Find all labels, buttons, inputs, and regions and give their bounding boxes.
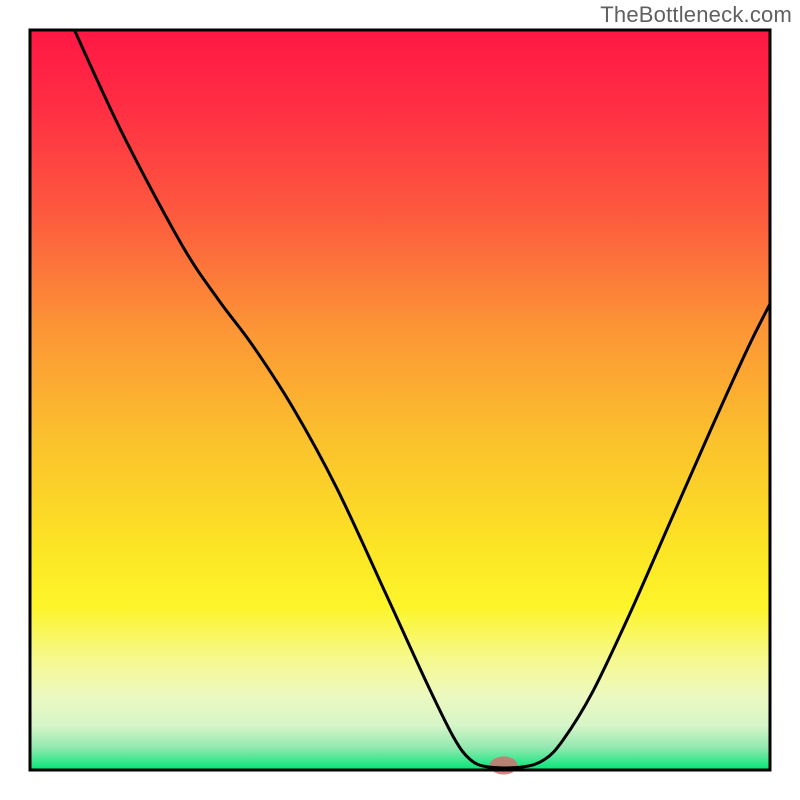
watermark-label: TheBottleneck.com [600,2,792,28]
bottleneck-marker [490,757,518,775]
chart-container: TheBottleneck.com [0,0,800,800]
bottleneck-chart [0,0,800,800]
chart-background [30,30,770,770]
